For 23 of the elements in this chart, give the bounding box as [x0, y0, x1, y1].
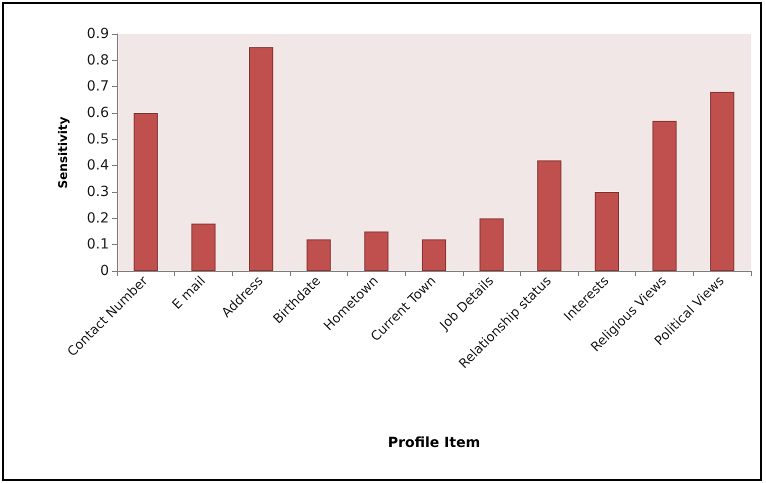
- y-tick-label: 0.5: [86, 131, 109, 148]
- bar: [248, 47, 274, 271]
- y-axis-title: Sensitivity: [56, 116, 70, 188]
- y-tick-label: 0: [100, 263, 109, 279]
- y-tick-label: 0.9: [86, 26, 109, 42]
- bar: [422, 239, 446, 271]
- bar: [134, 113, 158, 271]
- bar: [710, 92, 734, 271]
- bar: [652, 120, 677, 271]
- x-axis-title: Profile Item: [388, 435, 480, 451]
- y-tick-label: 0.3: [86, 184, 109, 200]
- y-tick-label: 0.4: [86, 158, 110, 174]
- y-tick-label: 0.1: [86, 236, 109, 253]
- bar: [480, 218, 504, 271]
- y-tick-label: 0.7: [86, 78, 109, 95]
- y-tick-label: 0.8: [86, 52, 109, 68]
- y-tick-label: 0.6: [86, 105, 110, 121]
- bar: [306, 239, 331, 271]
- y-tick-label: 0.2: [86, 210, 109, 226]
- bar: [191, 224, 216, 271]
- bar: [364, 232, 388, 271]
- bar: [537, 160, 562, 271]
- bar: [594, 192, 620, 271]
